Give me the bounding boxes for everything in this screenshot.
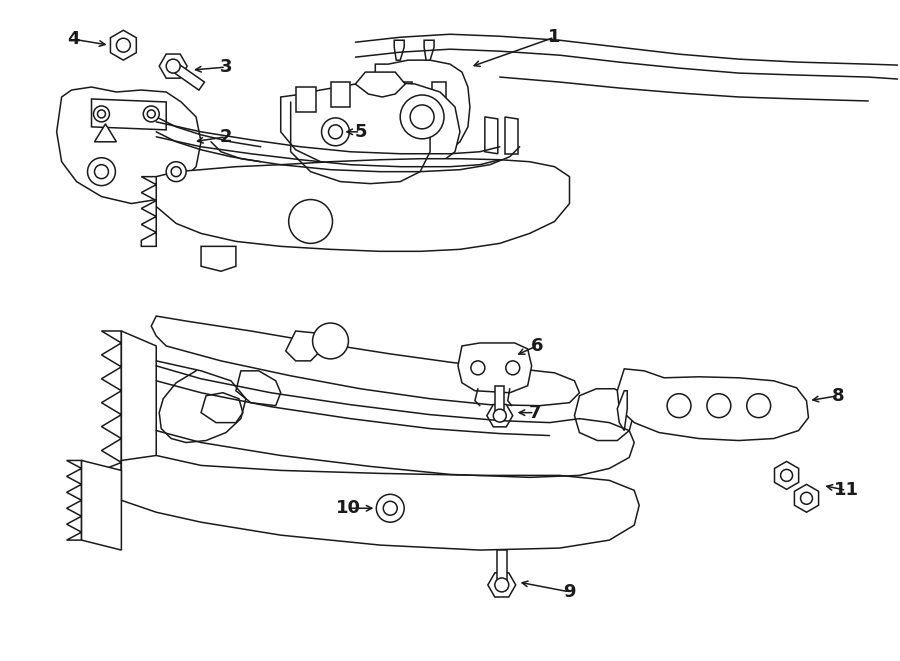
Polygon shape — [485, 117, 498, 154]
Circle shape — [495, 578, 508, 592]
Polygon shape — [495, 386, 504, 416]
Polygon shape — [424, 40, 434, 60]
Polygon shape — [94, 124, 116, 142]
Polygon shape — [281, 82, 460, 172]
Polygon shape — [574, 389, 634, 440]
Text: 9: 9 — [563, 583, 576, 601]
Polygon shape — [102, 331, 122, 471]
Polygon shape — [775, 461, 798, 489]
Polygon shape — [488, 573, 516, 597]
Circle shape — [328, 125, 343, 139]
Circle shape — [410, 105, 434, 129]
Circle shape — [171, 167, 181, 176]
Polygon shape — [92, 99, 166, 130]
Polygon shape — [67, 461, 82, 540]
Circle shape — [667, 394, 691, 418]
Polygon shape — [497, 550, 507, 585]
Polygon shape — [141, 176, 157, 247]
Polygon shape — [236, 371, 281, 406]
Polygon shape — [458, 343, 532, 393]
Text: 6: 6 — [530, 337, 543, 355]
Circle shape — [506, 361, 519, 375]
Circle shape — [800, 492, 813, 504]
Polygon shape — [487, 405, 513, 427]
Polygon shape — [795, 485, 819, 512]
Circle shape — [289, 200, 332, 243]
Circle shape — [166, 59, 180, 73]
Circle shape — [166, 162, 186, 182]
Circle shape — [94, 165, 108, 178]
Circle shape — [383, 501, 397, 515]
Polygon shape — [330, 82, 350, 107]
Circle shape — [94, 106, 110, 122]
Circle shape — [376, 494, 404, 522]
Text: 8: 8 — [832, 387, 845, 405]
Polygon shape — [159, 54, 187, 78]
Circle shape — [148, 110, 155, 118]
Polygon shape — [617, 369, 808, 440]
Polygon shape — [111, 30, 136, 60]
Polygon shape — [375, 60, 470, 155]
Polygon shape — [201, 247, 236, 271]
Polygon shape — [151, 316, 580, 406]
Polygon shape — [398, 82, 412, 100]
Circle shape — [143, 106, 159, 122]
Circle shape — [321, 118, 349, 146]
Polygon shape — [617, 391, 627, 430]
Text: 10: 10 — [336, 499, 361, 518]
Polygon shape — [296, 87, 316, 112]
Text: 5: 5 — [354, 123, 366, 141]
Polygon shape — [57, 87, 201, 204]
Text: 3: 3 — [220, 58, 232, 76]
Circle shape — [747, 394, 770, 418]
Text: 2: 2 — [220, 128, 232, 146]
Circle shape — [87, 158, 115, 186]
Polygon shape — [505, 117, 518, 154]
Polygon shape — [201, 393, 243, 422]
Polygon shape — [432, 82, 446, 100]
Polygon shape — [122, 455, 639, 550]
Circle shape — [97, 110, 105, 118]
Polygon shape — [82, 461, 122, 550]
Polygon shape — [170, 62, 204, 90]
Text: 11: 11 — [833, 481, 859, 499]
Text: 7: 7 — [528, 404, 541, 422]
Polygon shape — [394, 40, 404, 60]
Text: 4: 4 — [68, 30, 80, 48]
Circle shape — [471, 361, 485, 375]
Polygon shape — [285, 331, 320, 361]
Text: 1: 1 — [548, 28, 561, 46]
Circle shape — [780, 469, 793, 481]
Polygon shape — [157, 159, 570, 251]
Polygon shape — [356, 72, 405, 97]
Circle shape — [116, 38, 130, 52]
Circle shape — [493, 409, 507, 422]
Circle shape — [312, 323, 348, 359]
Circle shape — [706, 394, 731, 418]
Circle shape — [400, 95, 444, 139]
Polygon shape — [122, 331, 157, 485]
